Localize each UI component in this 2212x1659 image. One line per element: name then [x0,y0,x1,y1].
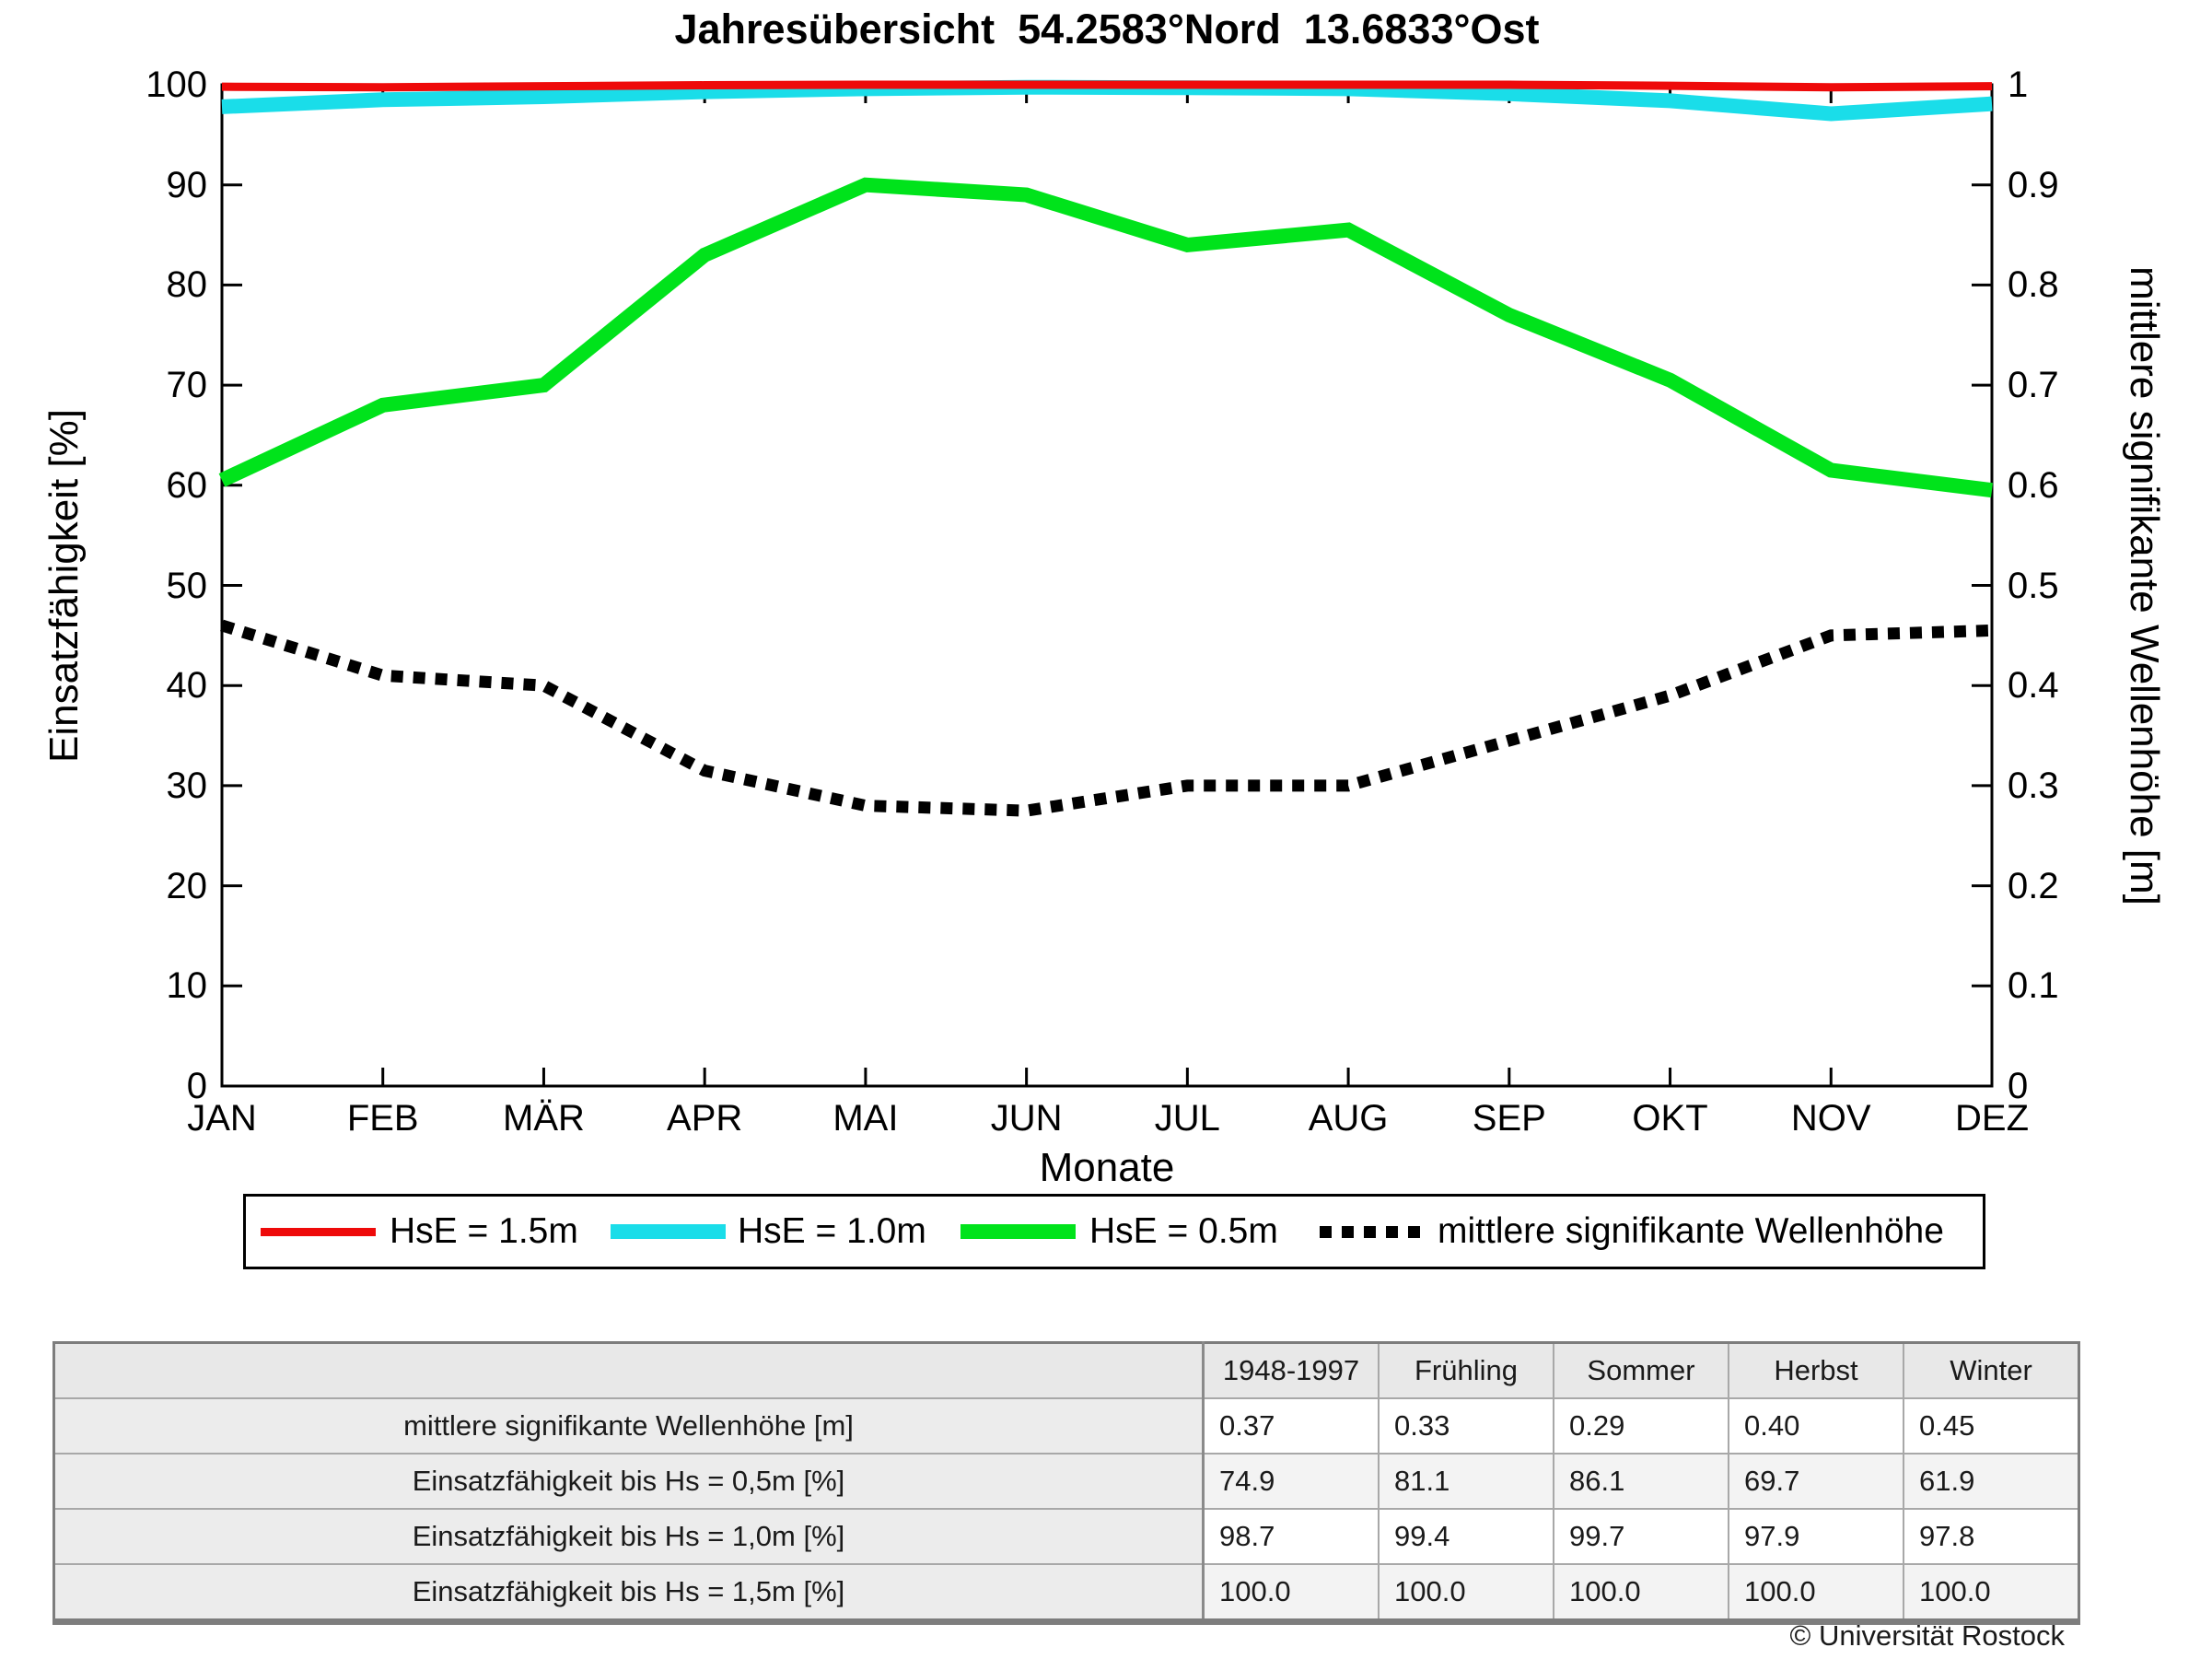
table-row-label: Einsatzfähigkeit bis Hs = 0,5m [%] [52,1453,1205,1510]
y-left-tick-label: 60 [166,464,208,506]
table-value-cell: 99.7 [1553,1508,1729,1565]
table-value-cell: 69.7 [1728,1453,1904,1510]
table-value-cell: 100.0 [1378,1563,1554,1623]
y-left-tick-label: 90 [166,164,208,205]
table-corner-cell [52,1341,1205,1399]
table-column-header: Frühling [1378,1341,1554,1399]
table-row: Einsatzfähigkeit bis Hs = 1,5m [%] 100.0 1… [52,1563,2080,1623]
table-value-cell: 0.45 [1903,1397,2080,1455]
y-right-tick-label: 0 [2008,1066,2029,1106]
y-left-tick-label: 100 [146,64,207,105]
series-line-1 [221,79,1993,122]
series-line-3 [220,619,1993,817]
table-value-cell: 97.9 [1728,1508,1904,1565]
table-value-cell: 0.37 [1202,1397,1380,1455]
table-row-label: Einsatzfähigkeit bis Hs = 1,5m [%] [52,1563,1205,1623]
legend-swatch-line [261,1227,376,1236]
legend: HsE = 1.5m HsE = 1.0m HsE = 0.5m mittlere s… [243,1194,1985,1269]
table-value-cell: 0.40 [1728,1397,1904,1455]
table-body: mittlere signifikante Wellenhöhe [m] 0.37… [52,1397,2080,1623]
table-column-header: 1948-1997 [1202,1341,1380,1399]
legend-label: HsE = 1.0m [738,1211,926,1251]
x-month-label: APR [667,1098,743,1139]
legend-label: mittlere signifikante Wellenhöhe [1438,1211,1944,1251]
table-column-header: Winter [1903,1341,2080,1399]
legend-swatch-dotted [1320,1225,1426,1238]
y-right-tick-label: 0.1 [2008,965,2059,1007]
x-month-label: JAN [187,1098,257,1139]
season-statistics-table: 1948-1997 Frühling Sommer Herbst Winter mitt… [52,1341,2080,1625]
x-month-label: FEB [346,1098,419,1139]
x-month-label: AUG [1308,1098,1389,1139]
copyright-note: © Universität Rostock [1789,1619,2065,1652]
y-right-tick-label: 0.2 [2008,865,2059,906]
y-left-tick-label: 50 [166,565,208,606]
table-value-cell: 74.9 [1202,1453,1380,1510]
y-left-tick-label: 40 [166,665,208,707]
series-line-2 [218,177,1993,498]
table-value-cell: 100.0 [1903,1563,2080,1623]
table-column-header: Herbst [1728,1341,1904,1399]
y-left-tick-label: 30 [166,765,208,806]
y-right-tick-label: 0.6 [2008,464,2059,506]
table-value-cell: 61.9 [1903,1453,2080,1510]
y-left-tick-label: 20 [166,865,208,906]
y-right-tick-label: 0.3 [2008,765,2059,806]
table-value-cell: 86.1 [1553,1453,1729,1510]
table-column-header: Sommer [1553,1341,1729,1399]
left-axis-label: Einsatzfähigkeit [%] [41,408,87,763]
x-month-label: OKT [1632,1098,1708,1139]
table-row-label: mittlere signifikante Wellenhöhe [m] [52,1397,1205,1455]
legend-label: HsE = 1.5m [390,1211,578,1251]
table-row: mittlere signifikante Wellenhöhe [m] 0.37… [52,1397,2080,1455]
table-value-cell: 97.8 [1903,1508,2080,1565]
legend-label: HsE = 0.5m [1089,1211,1278,1251]
x-month-label: NOV [1790,1098,1871,1139]
y-left-tick-label: 0 [186,1066,207,1106]
table-value-cell: 100.0 [1553,1563,1729,1623]
y-right-tick-label: 0.8 [2008,264,2059,306]
y-right-tick-label: 0.5 [2008,565,2059,606]
y-left-tick-label: 70 [166,365,208,406]
chart-title: Jahresübersicht 54.2583°Nord 13.6833°Ost [674,6,1540,53]
table-header: 1948-1997 Frühling Sommer Herbst Winter [52,1341,2080,1399]
y-left-tick-label: 80 [166,264,208,306]
y-left-tick-label: 10 [166,965,208,1007]
table-value-cell: 100.0 [1202,1563,1380,1623]
table-value-cell: 0.33 [1378,1397,1554,1455]
plot-area [218,79,1994,1088]
table-value-cell: 99.4 [1378,1508,1554,1565]
x-month-label: JUN [990,1098,1063,1139]
x-month-label: JUL [1154,1098,1220,1139]
legend-swatch-line [611,1224,726,1239]
table-value-cell: 100.0 [1728,1563,1904,1623]
legend-swatch-line [960,1224,1076,1239]
table-row: Einsatzfähigkeit bis Hs = 1,0m [%] 98.7 99… [52,1508,2080,1565]
table-value-cell: 0.29 [1553,1397,1729,1455]
y-right-tick-label: 0.9 [2008,164,2059,205]
axes-frame [220,83,1994,1088]
series-line-0 [221,80,1993,92]
x-month-label: MAI [832,1098,899,1139]
y-right-tick-label: 0.4 [2008,665,2059,707]
table-value-cell: 81.1 [1378,1453,1554,1510]
right-axis-label: mittlere signifikante Wellenhöhe [m] [2122,265,2168,905]
table-row: Einsatzfähigkeit bis Hs = 0,5m [%] 74.9 81… [52,1453,2080,1510]
table-value-cell: 98.7 [1202,1508,1380,1565]
y-right-tick-label: 1 [2008,64,2029,105]
table-row-label: Einsatzfähigkeit bis Hs = 1,0m [%] [52,1508,1205,1565]
x-month-label: DEZ [1955,1098,2029,1139]
x-month-label: SEP [1472,1098,1546,1139]
x-axis-label: Monate [1039,1145,1175,1190]
x-month-label: MÄR [503,1098,585,1139]
y-right-tick-label: 0.7 [2008,365,2059,406]
